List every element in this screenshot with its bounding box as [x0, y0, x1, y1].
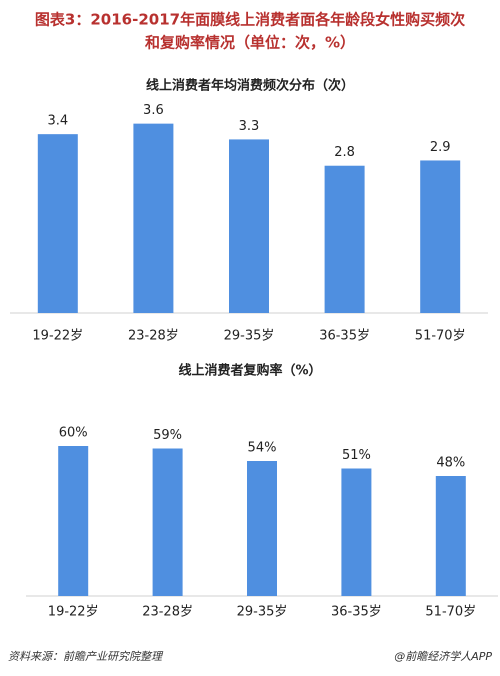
x-tick-label: 51-70岁	[415, 329, 466, 344]
x-tick-label: 36-35岁	[319, 329, 370, 344]
value-label: 3.6	[143, 103, 164, 118]
bar	[435, 476, 466, 596]
x-tick-label: 51-70岁	[425, 605, 476, 620]
value-label: 51%	[342, 448, 371, 463]
source: 资料来源：前瞻产业研究院整理	[8, 650, 164, 663]
value-label: 3.3	[239, 119, 260, 134]
x-tick-label: 23-28岁	[142, 605, 193, 620]
value-label: 2.8	[334, 145, 355, 160]
value-label: 3.4	[47, 114, 68, 129]
page-title: 图表3：2016-2017年面膜线上消费者面各年龄段女性购买频次	[35, 11, 465, 29]
bar	[152, 448, 183, 596]
value-label: 48%	[436, 456, 465, 471]
x-tick-label: 29-35岁	[224, 329, 275, 344]
x-tick-label: 19-22岁	[32, 329, 83, 344]
value-label: 2.9	[430, 140, 451, 155]
value-label: 60%	[59, 426, 88, 441]
bar	[37, 134, 78, 313]
chart-title: 线上消费者复购率（%）	[178, 363, 321, 379]
bar	[229, 139, 269, 313]
value-label: 54%	[248, 441, 277, 456]
x-tick-label: 29-35岁	[237, 605, 288, 620]
value-label: 59%	[153, 428, 182, 443]
bar	[247, 461, 277, 596]
x-tick-label: 23-28岁	[128, 329, 179, 344]
bar	[58, 446, 89, 596]
bar	[420, 160, 461, 313]
bar	[133, 123, 174, 313]
credit: @前瞻经济学人APP	[394, 650, 492, 663]
bar	[324, 165, 365, 313]
x-tick-label: 19-22岁	[48, 605, 99, 620]
chart-title: 线上消费者年均消费频次分布（次）	[146, 78, 354, 94]
x-tick-label: 36-35岁	[331, 605, 382, 620]
bar	[341, 468, 372, 596]
page-title: 和复购率情况（单位：次，%）	[145, 34, 355, 52]
